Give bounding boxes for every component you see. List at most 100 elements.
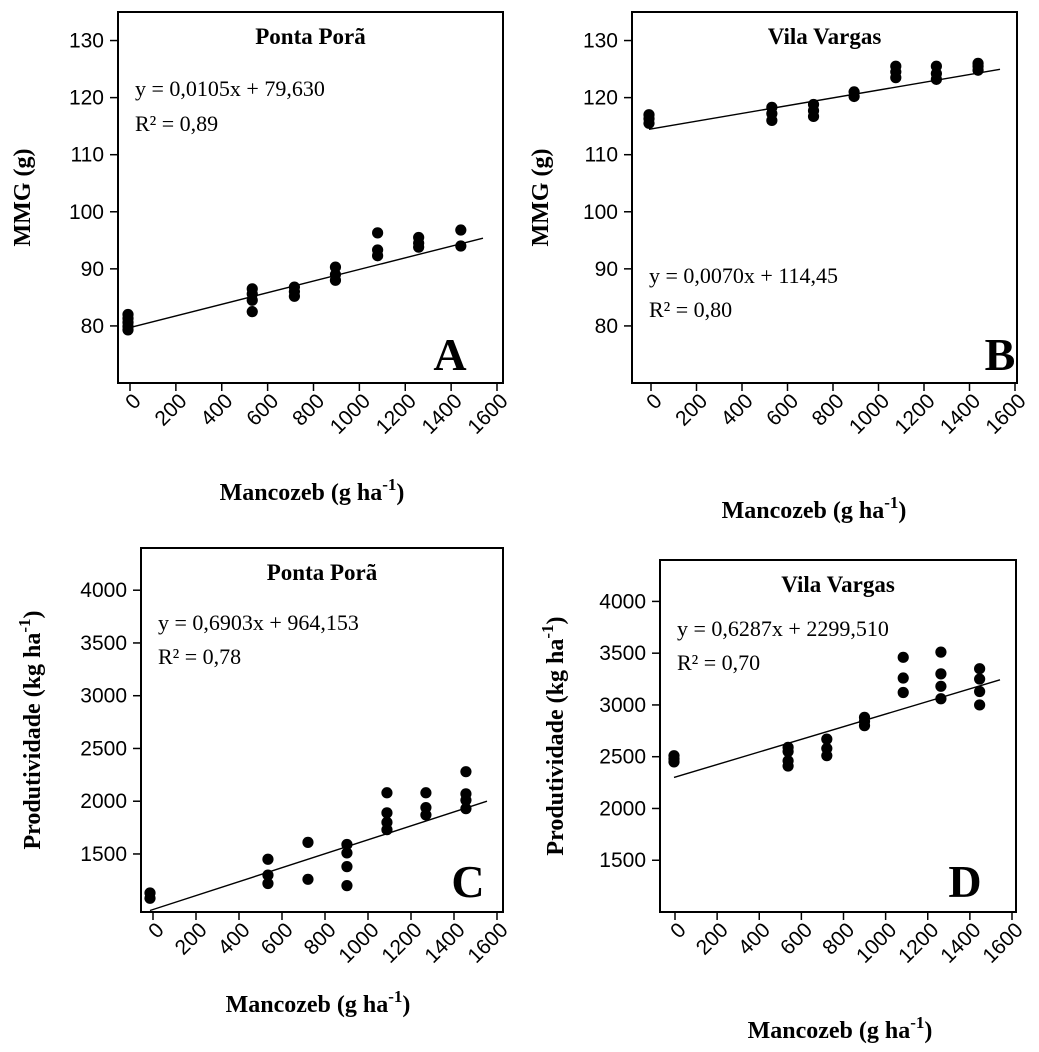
- panel-a-trendline: [127, 237, 484, 329]
- panel-b-trendline: [648, 68, 1001, 130]
- panel-b-y-axis-label-text: MMG (g): [528, 149, 554, 247]
- panel-b-y-tick-label: 110: [585, 144, 618, 167]
- panel-d-y-tick-label: 4000: [599, 590, 646, 613]
- panel-d-y-axis-label-text: Produtividade (kg ha: [543, 639, 569, 856]
- panel-a-data-point: [329, 261, 342, 273]
- panel-b-r-squared: R² = 0,80: [649, 297, 732, 322]
- panel-b-y-tick-label: 130: [583, 30, 618, 53]
- panel-b-x-tick-label: 0: [642, 389, 667, 414]
- panel-c-data-point: [460, 788, 472, 800]
- panel-a-y-tick-label: 130: [69, 30, 104, 53]
- panel-c-data-point: [420, 787, 432, 799]
- panel-a-y-tick-label: 120: [69, 87, 104, 110]
- panel-a-data-point: [413, 231, 425, 244]
- panel-a-data-point: [455, 224, 467, 236]
- panel-a-letter: A: [433, 329, 466, 380]
- panel-d-letter: D: [948, 856, 981, 907]
- panel-c-data-point: [341, 861, 353, 873]
- panel-c-x-tick-label: 1400: [420, 918, 469, 967]
- panel-a-x-tick-label: 1400: [418, 389, 467, 438]
- panel-c-y-tick-label: 2500: [80, 737, 127, 760]
- panel-d-data-point: [858, 711, 871, 723]
- panel-c-y-axis-label-end: ): [20, 610, 46, 618]
- panel-a-y-axis-label: MMG (g): [10, 149, 36, 247]
- panel-c-y-tick-label: 4000: [80, 579, 127, 602]
- panel-b-y-tick-label: 120: [583, 87, 618, 110]
- panel-d-data-point: [821, 742, 833, 755]
- panel-d-x-tick-label: 1000: [852, 918, 901, 967]
- panel-c-y-tick-label: 3500: [80, 632, 127, 655]
- panel-a-y-tick-label: 100: [69, 201, 104, 224]
- panel-c-data-point: [302, 873, 314, 885]
- panel-b-x-tick-label: 1000: [845, 389, 894, 438]
- panel-a-x-tick-label: 0: [121, 389, 146, 414]
- panel-d-data-point: [974, 663, 986, 675]
- panel-b-frame: [631, 11, 1018, 384]
- panel-d-data-point: [821, 733, 833, 745]
- panel-d-x-tick-label: 0: [666, 918, 691, 943]
- panel-b-title: Vila Vargas: [768, 24, 882, 49]
- panel-c-letter: C: [451, 856, 484, 907]
- panel-c-data-point: [381, 807, 393, 819]
- panel-d-data-point: [935, 693, 947, 705]
- panel-c-x-axis-label-sup: -1: [388, 987, 402, 1006]
- panel-d-data-point: [974, 685, 986, 698]
- panel-b-y-axis-label: MMG (g): [528, 149, 554, 247]
- panel-b-data-point: [890, 60, 902, 72]
- panel-d-data-point: [668, 750, 680, 762]
- panel-c-equation: y = 0,6903x + 964,153: [158, 610, 359, 635]
- panel-c-y-axis-label-text: Produtividade (kg ha: [20, 633, 46, 850]
- panel-d-y-tick-label: 1500: [599, 849, 646, 872]
- panel-d-x-axis-label-sup: -1: [910, 1013, 924, 1032]
- panel-a-y-tick-label: 110: [71, 144, 104, 167]
- panel-c-r-squared: R² = 0,78: [158, 644, 241, 669]
- panel-b-x-axis-label-text: Mancozeb (g ha: [722, 498, 885, 524]
- panel-d-y-tick-label: 2000: [599, 797, 646, 820]
- panel-c-x-axis-label: Mancozeb (g ha-1): [226, 987, 411, 1018]
- panel-d-title: Vila Vargas: [781, 572, 895, 597]
- panel-d-data-point: [974, 699, 986, 711]
- panel-d-y-tick-label: 3500: [599, 642, 646, 665]
- panel-a-data-point: [372, 244, 384, 256]
- panel-a-x-tick-label: 1600: [463, 389, 512, 438]
- panel-a-x-tick-label: 200: [151, 389, 192, 430]
- panel-b-x-tick-label: 600: [762, 389, 803, 430]
- panel-a-data-point: [122, 308, 134, 321]
- panel-d-x-tick-label: 200: [692, 918, 733, 959]
- panel-c-x-tick-label: 1000: [334, 918, 383, 967]
- panel-d-trendline: [673, 679, 1001, 779]
- panel-a-r-squared: R² = 0,89: [135, 111, 218, 136]
- panel-c-trendline: [149, 800, 488, 912]
- panel-c-data-point: [262, 869, 274, 881]
- panel-d-data-point: [897, 672, 909, 684]
- panel-b-x-tick-label: 200: [671, 389, 712, 430]
- panel-c-data-point: [381, 816, 393, 828]
- panel-b-y-tick-label: 90: [595, 258, 618, 281]
- panel-c-frame: [140, 547, 504, 913]
- panel-c-x-tick-label: 200: [171, 918, 212, 959]
- panel-b-x-tick-label: 400: [717, 389, 758, 430]
- panel-c-x-tick-label: 1200: [377, 918, 426, 967]
- panel-a-data-point: [372, 227, 384, 239]
- panel-c-x-axis-label-text: Mancozeb (g ha: [226, 992, 389, 1018]
- panel-d-x-axis-label-text: Mancozeb (g ha: [748, 1018, 911, 1044]
- panel-d-data-point: [974, 673, 986, 685]
- panel-d-y-axis-label-end: ): [543, 616, 569, 624]
- panel-b-data-point: [972, 57, 984, 69]
- panel-c-data-point: [420, 801, 432, 814]
- panel-b-y-tick-label: 100: [583, 201, 618, 224]
- panel-c-y-axis-label-sup: -1: [15, 618, 34, 632]
- panel-d-data-point: [897, 686, 909, 699]
- panel-a-data-point: [288, 281, 301, 293]
- panel-c-data-point: [341, 880, 353, 892]
- panel-a-y-axis-label-text: MMG (g): [10, 149, 36, 247]
- panel-d-x-tick-label: 1600: [978, 918, 1027, 967]
- panel-a: 80 90 100 110 120 130 0 200 400 600 80010001200140…: [10, 11, 513, 506]
- panel-a-x-tick-label: 1000: [326, 389, 375, 438]
- panel-c-title: Ponta Porã: [267, 560, 378, 585]
- panel-c-data-point: [341, 847, 353, 859]
- panel-a-data-point: [246, 283, 258, 295]
- panel-c-y-tick-label: 2000: [80, 790, 127, 813]
